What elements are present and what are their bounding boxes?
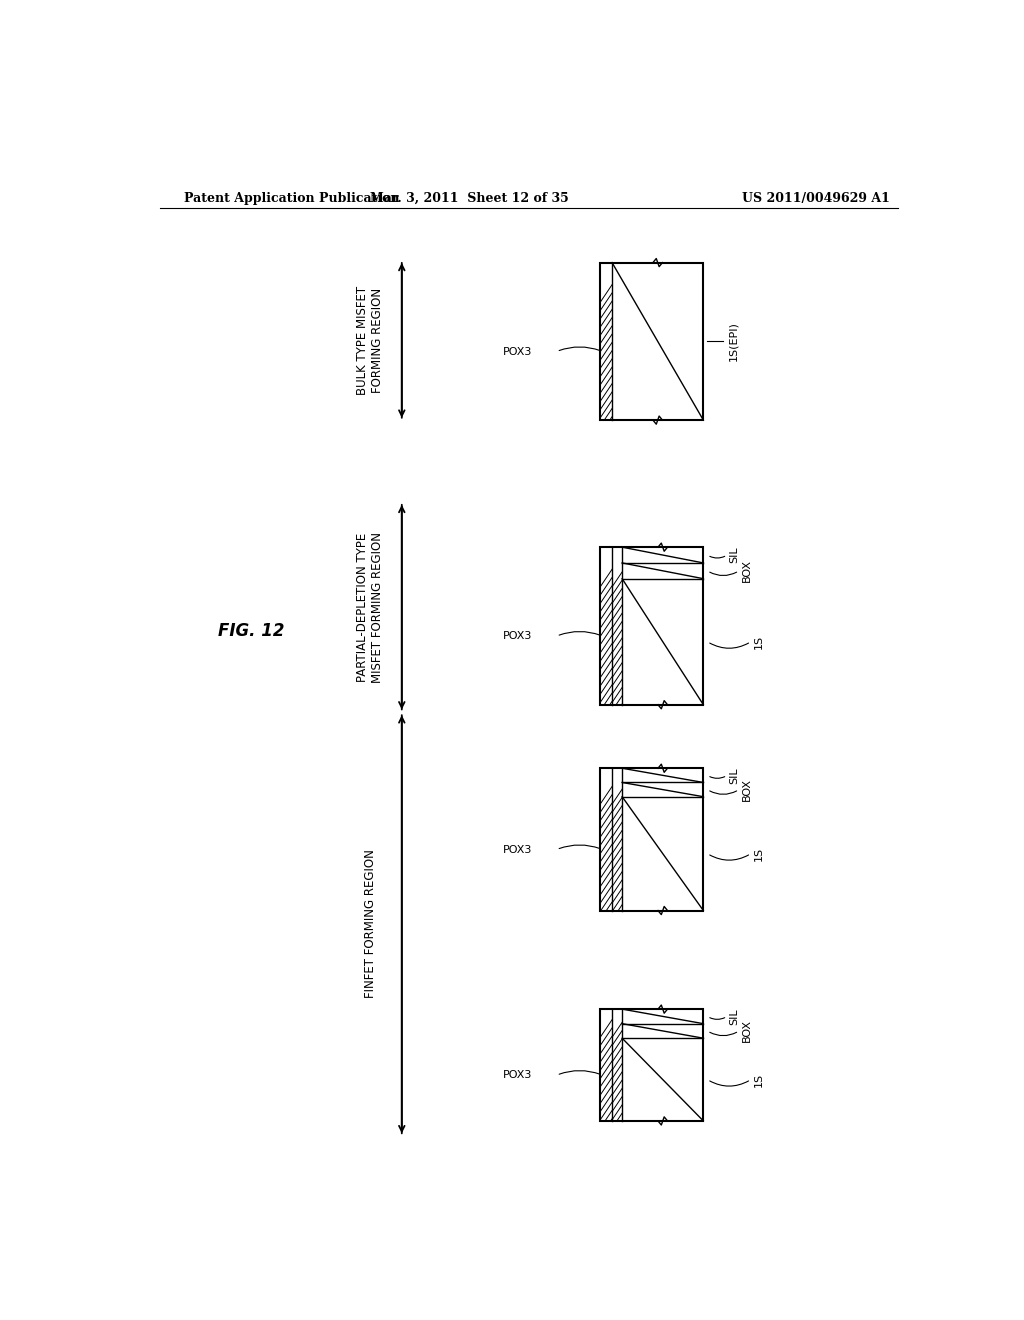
Text: BOX: BOX (741, 1019, 752, 1043)
Text: Patent Application Publication: Patent Application Publication (183, 191, 399, 205)
Text: BOX: BOX (741, 777, 752, 801)
Text: 1S: 1S (754, 635, 763, 648)
Text: 1S(EPI): 1S(EPI) (729, 321, 738, 362)
Text: BULK TYPE MISFET
FORMING REGION: BULK TYPE MISFET FORMING REGION (356, 285, 384, 395)
Text: FINFET FORMING REGION: FINFET FORMING REGION (364, 849, 377, 998)
Text: PARTIAL-DEPLETION TYPE
MISFET FORMING REGION: PARTIAL-DEPLETION TYPE MISFET FORMING RE… (356, 532, 384, 684)
Text: 1S: 1S (754, 846, 763, 861)
Text: BOX: BOX (741, 560, 752, 582)
Text: US 2011/0049629 A1: US 2011/0049629 A1 (742, 191, 890, 205)
Text: Mar. 3, 2011  Sheet 12 of 35: Mar. 3, 2011 Sheet 12 of 35 (370, 191, 568, 205)
Text: SIL: SIL (729, 1008, 739, 1024)
Text: SIL: SIL (729, 767, 739, 784)
Text: FIG. 12: FIG. 12 (218, 622, 285, 640)
Text: POX3: POX3 (504, 1071, 532, 1080)
Text: SIL: SIL (729, 546, 739, 564)
Text: 1S: 1S (754, 1073, 763, 1086)
Text: POX3: POX3 (504, 631, 532, 642)
Text: POX3: POX3 (504, 347, 532, 356)
Text: POX3: POX3 (504, 845, 532, 854)
